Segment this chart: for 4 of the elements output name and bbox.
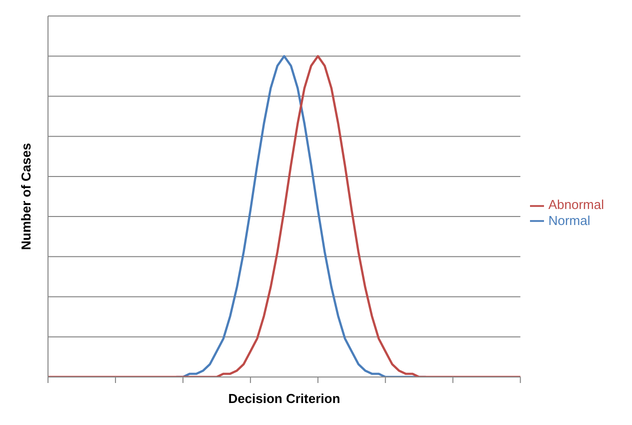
legend-label: Normal [548,212,590,228]
legend-label: Abnormal [548,196,604,212]
x-axis-title: Decision Criterion [228,391,340,406]
y-axis-title: Number of Cases [18,143,34,250]
